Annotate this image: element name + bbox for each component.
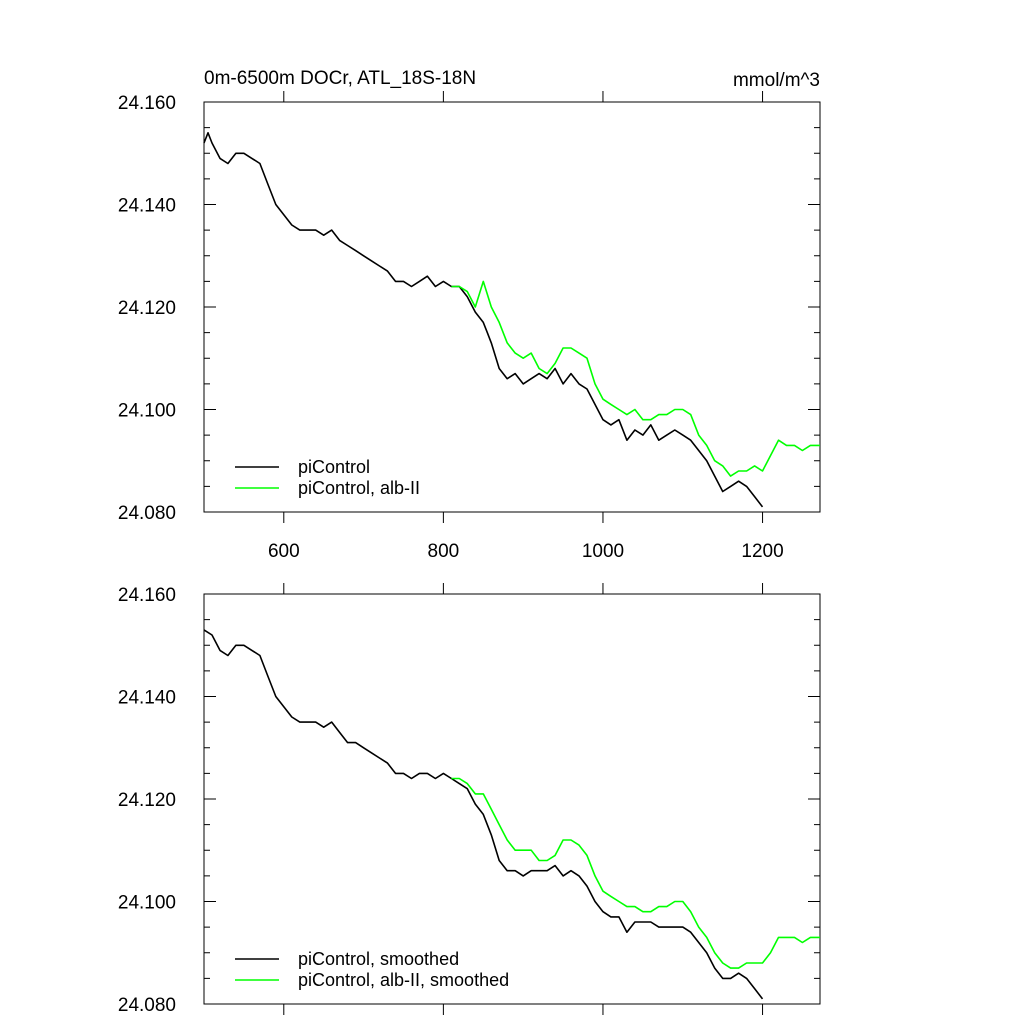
series-line-0 [203, 132, 764, 508]
x-tick-label: 800 [428, 541, 460, 562]
series-line-1 [451, 280, 820, 477]
chart-title-left: 0m-6500m DOCr, ATL_18S-18N [204, 68, 476, 89]
x-tick-label: 1000 [582, 541, 624, 562]
x-tick-label: 600 [268, 541, 300, 562]
series-line-0 [203, 629, 764, 1000]
legend-label-0: piControl [298, 457, 370, 477]
y-tick-label: 24.140 [118, 688, 176, 709]
legend-label-1: piControl, alb-II [298, 478, 420, 498]
bottom-panel: 24.080 24.100 24.120 24.140 24.160 piControl… [118, 583, 821, 1016]
y-tick-label: 24.160 [118, 93, 176, 114]
legend-label-1: piControl, alb-II, smoothed [298, 970, 509, 990]
y-tick-label: 24.100 [118, 401, 176, 422]
y-tick-label: 24.120 [118, 790, 176, 811]
x-tick-label: 1200 [741, 541, 783, 562]
series-line-1 [451, 777, 820, 969]
y-tick-label: 24.100 [118, 893, 176, 914]
top-panel: 0m-6500m DOCr, ATL_18S-18N mmol/m^3 600 8… [118, 68, 821, 562]
legend-label-0: piControl, smoothed [298, 949, 459, 969]
chart-units-label: mmol/m^3 [733, 70, 820, 91]
y-tick-label: 24.160 [118, 585, 176, 606]
plot-frame [203, 101, 821, 513]
y-tick-label: 24.080 [118, 503, 176, 524]
y-tick-label: 24.120 [118, 298, 176, 319]
y-tick-label: 24.140 [118, 196, 176, 217]
plot-frame [203, 593, 821, 1005]
y-tick-label: 24.080 [118, 995, 176, 1016]
